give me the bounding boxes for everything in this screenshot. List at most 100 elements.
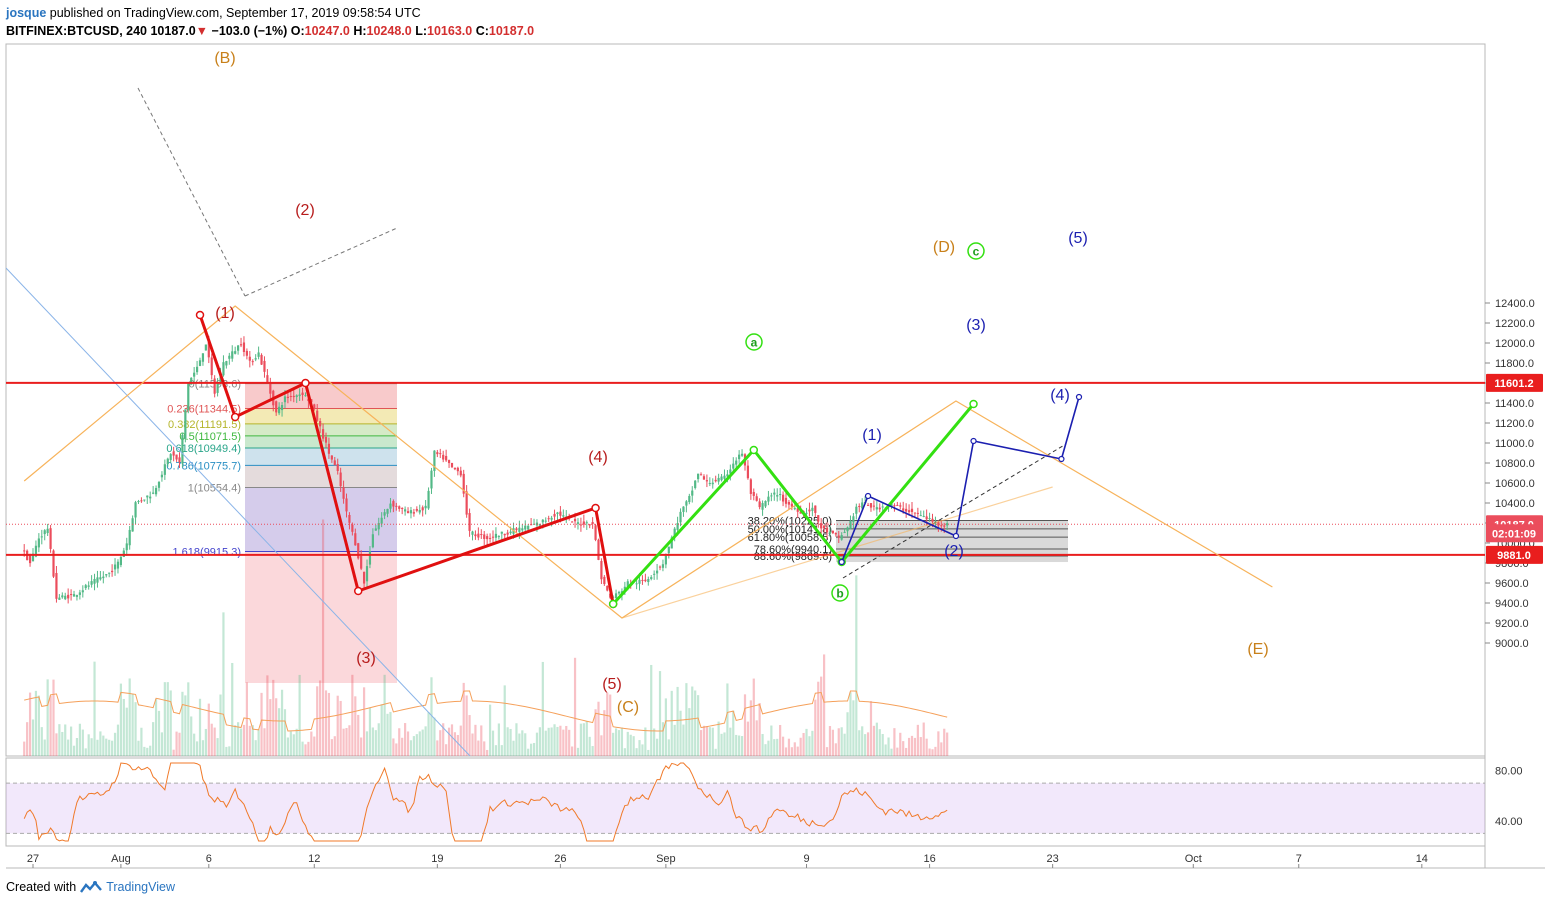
volume-bar [401,737,404,756]
volume-bar [943,728,946,756]
candle-body [257,352,260,357]
volume-bar [90,738,93,756]
tradingview-brand[interactable]: TradingView [106,880,175,894]
author-link[interactable]: josque [6,6,47,20]
candle-body [635,583,638,585]
volume-bar [705,726,708,756]
candle-body [770,495,773,497]
volume-bar [125,707,128,756]
candle-body [412,512,415,514]
volume-bar [149,745,152,756]
candle-body [342,487,345,499]
candle-body [831,530,834,534]
volume-bar [506,727,509,756]
wave-label-circle [745,333,763,351]
candle-body [445,455,448,461]
volume-bar [459,725,462,756]
volume-bar [544,730,547,756]
elliott-red-node [591,503,600,513]
publish-line: josque published on TradingView.com, Sep… [6,4,534,22]
candle-body [131,518,134,532]
candle-body [506,532,509,535]
volume-bar [752,678,755,756]
candle-body [395,505,398,507]
fib-band [245,383,397,409]
candle-body [187,383,190,410]
volume-bar [450,724,454,756]
candle-body [943,525,946,527]
fib-level-label: 1(10554.4) [188,483,241,495]
volume-bar [834,743,837,756]
volume-bar [31,719,35,756]
candle-body [808,509,811,512]
candle-body [500,531,503,534]
volume-bar [465,695,468,756]
volume-bar [251,725,254,756]
candle-body [371,534,374,548]
footer: Created with TradingView [6,880,175,894]
volume-bar [585,721,588,756]
volume-bar [462,682,465,756]
fib-level-label: 0.5(11071.5) [179,431,241,443]
candle-body [172,451,175,456]
candle-body [213,378,216,394]
candle-body [301,392,304,396]
volume-bar [219,694,222,756]
volume-bar [295,728,298,756]
volume-bar [289,731,292,756]
volume-bar [292,734,295,756]
volume-bar [193,733,196,756]
volume-bar [518,733,521,756]
candle-body [755,496,758,501]
candle-body [204,344,207,351]
candle-body [820,523,823,529]
candle-body [521,528,524,531]
volume-bar [532,742,536,756]
candle-body [515,528,518,531]
candle-body [360,556,363,569]
candle-body [69,594,73,596]
time-tick-label: 26 [554,853,566,865]
volume-bar [494,745,498,756]
price-chart[interactable]: 0(11593.6)0.236(11344.5)0.382(11191.5)0.… [0,0,1550,878]
volume-bar [468,715,471,756]
volume-bar [395,743,398,756]
volume-bar [445,744,448,756]
candle-body [386,508,389,514]
candle-body [222,362,225,376]
candle-body [776,495,779,497]
candle-body [119,556,122,566]
volume-bar [837,728,840,756]
price-tick-label: 11800.0 [1495,358,1534,370]
candle-body [160,474,164,478]
wave-label: c [973,245,980,259]
volume-bar [779,724,782,756]
volume-bar [327,692,331,756]
volume-bar [884,744,887,756]
volume-bar [626,731,629,756]
candle-body [459,470,462,476]
candle-body [846,527,849,532]
candle-body [93,578,96,584]
time-tick-label: 16 [923,853,935,865]
volume-bar [852,700,855,756]
candle-body [544,520,547,522]
candle-body [166,458,169,465]
volume-bar [336,695,339,756]
created-with-text: Created with [6,880,77,894]
candle-body [497,536,500,538]
abc-green-node [749,445,759,455]
candle-body [655,570,659,574]
volume-bar [40,727,43,756]
volume-bar [571,746,574,756]
volume-bar [201,740,205,756]
candle-body [154,488,158,495]
candle-body [825,527,829,533]
candle-body [641,579,644,581]
volume-bar [275,698,278,756]
candle-body [113,564,117,570]
candle-body [465,491,468,515]
volume-bar [263,728,266,756]
volume-bar [694,690,697,756]
candle-body [840,535,843,540]
